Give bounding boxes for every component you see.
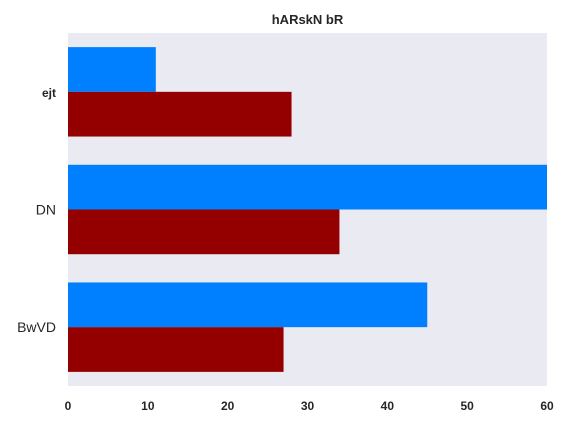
x-tick-label-10: 10 xyxy=(141,399,155,413)
chart-title: hARskN bR xyxy=(272,12,344,27)
x-tick-label-60: 60 xyxy=(540,399,554,413)
bar-BwVD-series-1 xyxy=(68,282,428,328)
x-tick-label-0: 0 xyxy=(65,399,72,413)
bar-DN-series-2 xyxy=(68,209,340,255)
y-tick-label-BwVD: BwVD xyxy=(17,319,56,335)
bar-DN-series-1 xyxy=(68,164,547,210)
y-tick-label-ejt: ejt xyxy=(42,86,56,100)
x-tick-labels: 0 10 20 30 40 50 60 xyxy=(65,399,554,413)
x-tick-label-20: 20 xyxy=(221,399,235,413)
bar-ejt-series-2 xyxy=(68,91,292,137)
x-tick-label-50: 50 xyxy=(460,399,474,413)
x-tick-label-40: 40 xyxy=(381,399,395,413)
y-tick-label-DN: DN xyxy=(36,202,56,218)
bar-ejt-series-1 xyxy=(68,47,156,92)
bars-group xyxy=(68,47,547,372)
y-tick-labels: ejt DN BwVD xyxy=(17,86,56,335)
x-tick-label-30: 30 xyxy=(301,399,315,413)
bar-BwVD-series-2 xyxy=(68,327,284,372)
